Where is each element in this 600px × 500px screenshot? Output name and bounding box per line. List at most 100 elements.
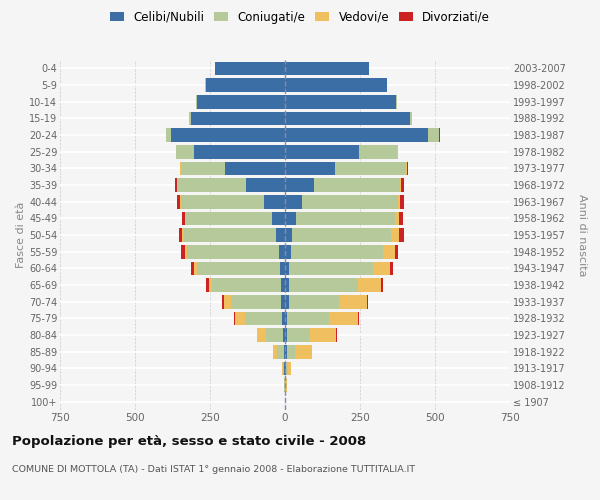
Bar <box>285 345 287 358</box>
Bar <box>246 178 285 192</box>
Bar <box>287 312 329 325</box>
Bar <box>407 162 409 175</box>
Y-axis label: Fasce di età: Fasce di età <box>16 202 26 268</box>
Bar <box>358 312 359 325</box>
Bar <box>184 228 276 242</box>
Bar <box>283 362 284 375</box>
Bar <box>225 162 285 175</box>
Bar <box>285 78 387 92</box>
Text: Popolazione per età, sesso e stato civile - 2008: Popolazione per età, sesso e stato civil… <box>12 435 366 448</box>
Bar <box>391 228 399 242</box>
Bar <box>276 228 285 242</box>
Bar <box>166 128 171 142</box>
Bar <box>282 362 283 375</box>
Bar <box>285 145 359 158</box>
Bar <box>396 95 397 108</box>
Bar <box>264 195 285 208</box>
Bar <box>285 212 296 225</box>
Bar <box>272 212 285 225</box>
Bar <box>400 178 401 192</box>
Bar <box>285 312 287 325</box>
Bar <box>245 312 283 325</box>
Y-axis label: Anni di nascita: Anni di nascita <box>577 194 587 276</box>
Bar <box>339 295 367 308</box>
Bar <box>196 95 197 108</box>
Bar <box>427 128 439 142</box>
Bar <box>187 245 279 258</box>
Bar <box>215 62 285 75</box>
Bar <box>181 162 225 175</box>
Bar <box>285 112 409 125</box>
Bar <box>329 312 358 325</box>
Bar <box>285 162 335 175</box>
Bar <box>285 62 369 75</box>
Bar <box>390 262 393 275</box>
Bar <box>406 162 407 175</box>
Bar <box>180 162 181 175</box>
Bar <box>171 128 285 142</box>
Bar <box>399 228 404 242</box>
Bar <box>284 345 285 358</box>
Bar <box>283 328 285 342</box>
Bar <box>285 362 286 375</box>
Bar <box>197 262 280 275</box>
Bar <box>197 95 285 108</box>
Bar <box>205 78 285 92</box>
Bar <box>285 228 292 242</box>
Bar <box>283 312 285 325</box>
Bar <box>177 195 180 208</box>
Bar <box>314 178 400 192</box>
Bar <box>285 245 290 258</box>
Bar <box>289 278 358 292</box>
Bar <box>222 295 224 308</box>
Bar <box>296 212 395 225</box>
Bar <box>295 345 312 358</box>
Bar <box>179 228 182 242</box>
Bar <box>209 278 212 292</box>
Bar <box>286 378 287 392</box>
Bar <box>175 178 178 192</box>
Bar <box>186 212 272 225</box>
Bar <box>212 278 281 292</box>
Bar <box>188 112 191 125</box>
Bar <box>400 195 404 208</box>
Bar <box>398 195 400 208</box>
Bar <box>281 278 285 292</box>
Bar <box>367 295 368 308</box>
Bar <box>358 278 381 292</box>
Bar <box>373 262 390 275</box>
Bar <box>285 95 396 108</box>
Bar <box>398 212 403 225</box>
Bar <box>191 262 194 275</box>
Bar <box>284 362 285 375</box>
Bar <box>287 345 295 358</box>
Bar <box>285 278 289 292</box>
Bar <box>286 362 288 375</box>
Bar <box>185 212 186 225</box>
Bar <box>290 245 383 258</box>
Bar <box>285 128 427 142</box>
Bar <box>359 145 397 158</box>
Bar <box>292 228 391 242</box>
Bar <box>288 362 291 375</box>
Bar <box>310 328 336 342</box>
Legend: Celibi/Nubili, Coniugati/e, Vedovi/e, Divorziati/e: Celibi/Nubili, Coniugati/e, Vedovi/e, Di… <box>105 6 495 28</box>
Bar <box>289 262 373 275</box>
Bar <box>401 178 404 192</box>
Bar <box>180 195 181 208</box>
Bar <box>395 245 398 258</box>
Bar <box>235 312 245 325</box>
Bar <box>302 195 398 208</box>
Bar <box>285 328 287 342</box>
Bar <box>182 212 185 225</box>
Bar <box>285 195 302 208</box>
Bar <box>257 328 266 342</box>
Bar <box>272 345 277 358</box>
Bar <box>289 295 339 308</box>
Bar <box>335 162 406 175</box>
Bar <box>266 328 283 342</box>
Bar <box>224 295 231 308</box>
Bar <box>191 112 285 125</box>
Bar <box>178 178 246 192</box>
Bar <box>383 245 395 258</box>
